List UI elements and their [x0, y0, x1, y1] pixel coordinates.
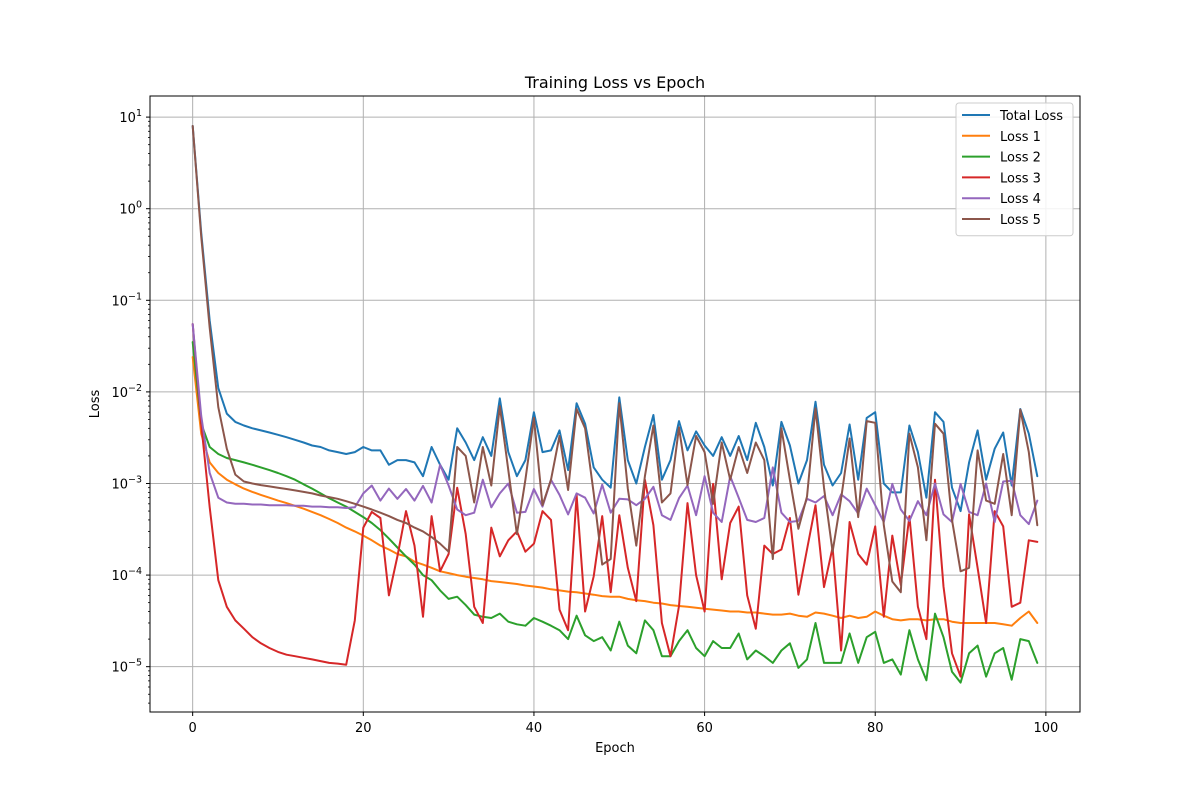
- series-line-4: [191, 323, 1039, 678]
- y-tick-label-exponent: −5: [128, 658, 142, 669]
- series-line-1: [191, 125, 1039, 513]
- legend-label: Loss 1: [1000, 130, 1041, 145]
- legend-label: Total Loss: [999, 109, 1063, 124]
- y-tick-label-base: 10: [111, 569, 128, 584]
- x-tick-label: 0: [189, 721, 197, 736]
- legend-label: Loss 5: [1000, 213, 1041, 228]
- x-tick-label: 100: [1033, 721, 1058, 736]
- series-line-5: [191, 323, 1039, 526]
- axes-frame: [149, 95, 1081, 713]
- y-tick-label-base: 10: [111, 386, 128, 401]
- y-tick-label-exponent: −4: [128, 566, 142, 577]
- x-axis-ticks: 0 20 40 60 80 100: [189, 712, 1058, 736]
- series-line-3: [191, 341, 1039, 684]
- y-tick-label-exponent: 0: [136, 200, 142, 211]
- y-tick-label: 10−5: [111, 658, 142, 676]
- x-axis-label: Epoch: [595, 741, 635, 756]
- plot-area: [150, 96, 1080, 712]
- legend-label: Loss 2: [1000, 151, 1041, 166]
- x-tick-label: 60: [696, 721, 713, 736]
- series-line-2: [191, 356, 1039, 627]
- y-tick-label-exponent: −3: [128, 474, 142, 485]
- y-tick-label-base: 10: [119, 111, 136, 126]
- y-tick-label: 10−1: [111, 291, 142, 309]
- series-line-6: [191, 125, 1039, 594]
- legend-label: Loss 4: [1000, 192, 1041, 207]
- y-tick-label-exponent: −2: [128, 383, 142, 394]
- series-layer: [191, 125, 1039, 684]
- legend: Total Loss Loss 1 Loss 2 Loss 3 Loss 4 Loss 5: [955, 102, 1074, 237]
- y-tick-label: 10−4: [111, 566, 142, 584]
- y-tick-label: 10−3: [111, 474, 142, 492]
- y-tick-label-base: 10: [111, 294, 128, 309]
- y-tick-label: 10−2: [111, 383, 142, 401]
- y-axis-label: Loss: [88, 390, 103, 419]
- x-tick-label: 80: [867, 721, 884, 736]
- y-tick-label-base: 10: [111, 477, 128, 492]
- y-tick-label-base: 10: [119, 203, 136, 218]
- x-tick-label: 20: [355, 721, 372, 736]
- y-tick-label: 100: [119, 200, 142, 218]
- x-tick-label: 40: [526, 721, 543, 736]
- y-tick-label: 101: [119, 108, 142, 126]
- y-tick-label-base: 10: [111, 661, 128, 676]
- legend-label: Loss 3: [1000, 171, 1041, 186]
- y-tick-label-exponent: −1: [128, 291, 142, 302]
- chart-title: Training Loss vs Epoch: [524, 73, 705, 92]
- y-tick-label-exponent: 1: [136, 108, 142, 119]
